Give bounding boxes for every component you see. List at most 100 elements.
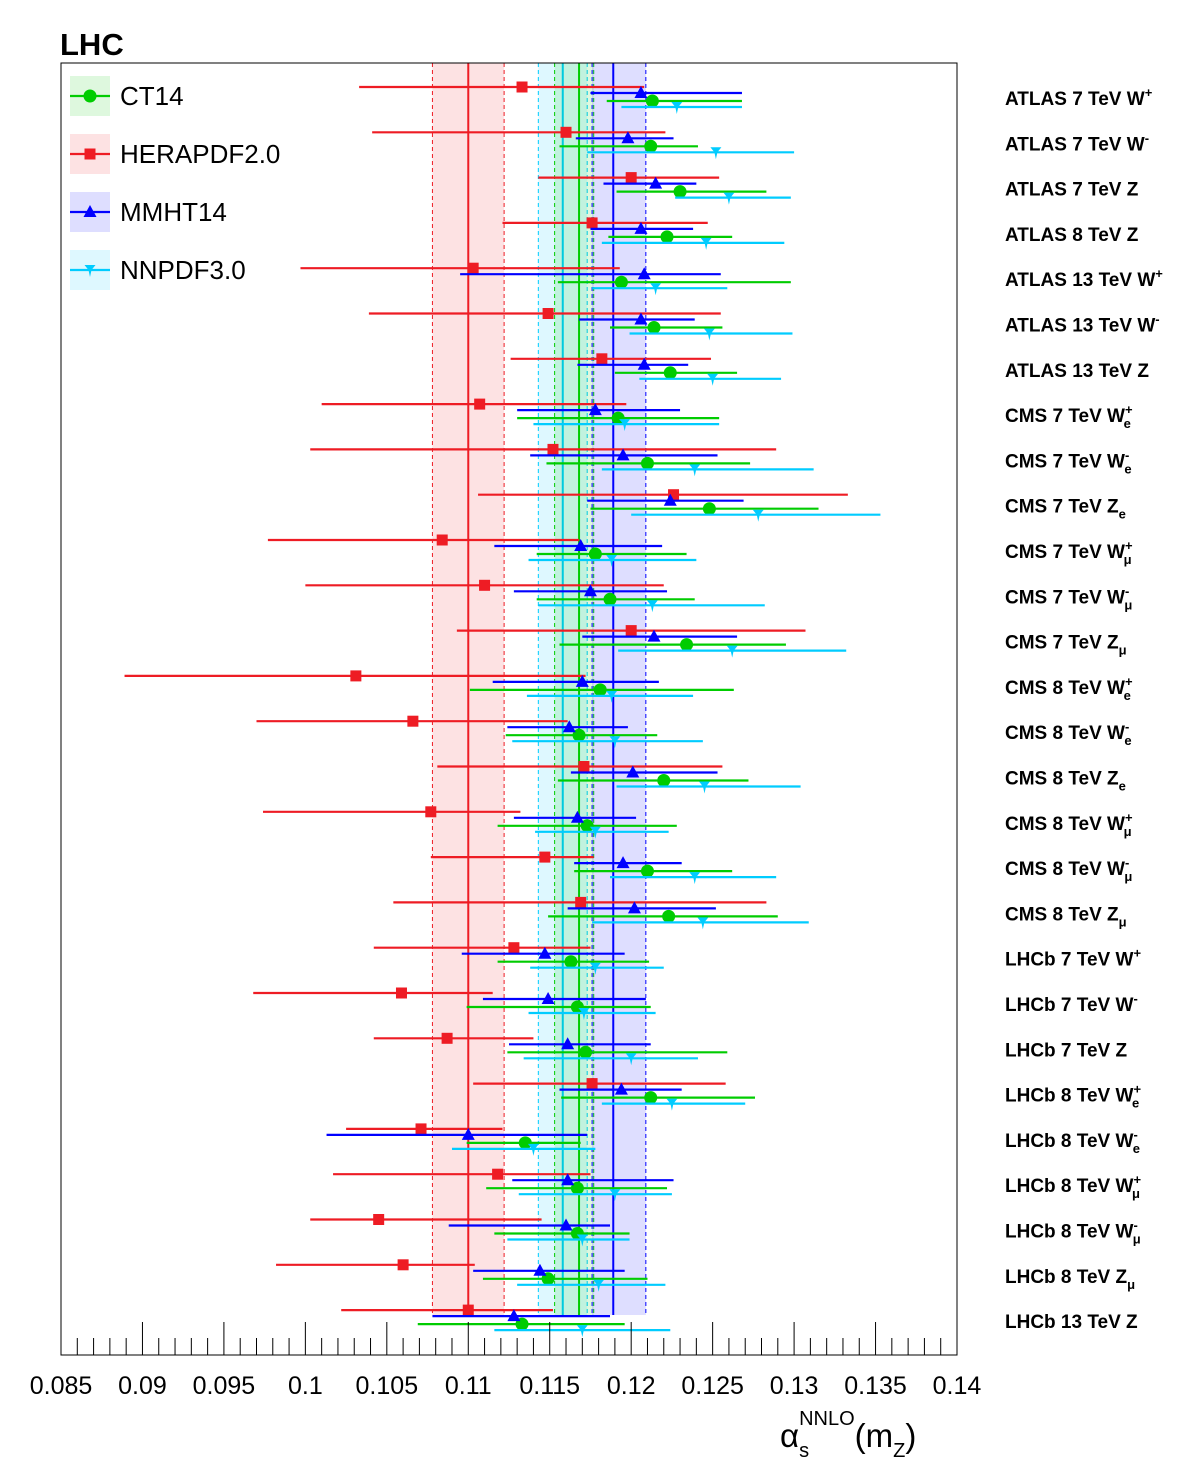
nnpdf3-0-point — [593, 1279, 605, 1292]
mmht14-point — [663, 493, 677, 506]
nnpdf3-0-point — [666, 1098, 678, 1111]
mmht14-point — [562, 720, 576, 733]
herapdf2-0-point — [350, 670, 362, 682]
herapdf2-0-point — [625, 172, 637, 184]
row-label: CMS 7 TeV Zμ — [1005, 633, 1127, 658]
ct14-point — [645, 94, 659, 108]
row-label: CMS 7 TeV Ze — [1005, 497, 1126, 522]
legend-label-mmht14: MMHT14 — [120, 197, 227, 227]
row-label: LHCb 7 TeV Z — [1005, 1040, 1127, 1061]
legend-label-ct14: CT14 — [120, 81, 184, 111]
herapdf2-0-point — [547, 443, 559, 455]
herapdf2-0-point — [560, 126, 572, 138]
herapdf2-0-point — [436, 534, 448, 546]
ct14-point — [663, 366, 677, 380]
mmht14-point — [574, 539, 588, 551]
nnpdf3-0-point — [576, 1325, 588, 1338]
nnpdf3-0-point — [710, 147, 722, 160]
x-tick-label: 0.085 — [30, 1372, 93, 1400]
ct14-point — [593, 683, 607, 697]
mmht14-point — [649, 176, 663, 189]
herapdf2-0-point — [415, 1123, 427, 1135]
x-tick-label: 0.095 — [193, 1372, 256, 1400]
ct14-point — [570, 1181, 584, 1195]
row-label: ATLAS 7 TeV Z — [1005, 180, 1139, 201]
mmht14-point — [616, 856, 630, 869]
row-label: LHCb 8 TeV W+ e — [1005, 1082, 1141, 1111]
x-axis-label: αsNNLO(mZ) — [780, 1408, 916, 1462]
row-label: ATLAS 13 TeV W- — [1005, 312, 1160, 337]
mmht14-point — [559, 1218, 573, 1231]
nnpdf3-0-point — [697, 917, 709, 930]
row-label: CMS 8 TeV Zμ — [1005, 904, 1127, 929]
mmht14-point — [637, 357, 651, 370]
x-axis-tick-labels: 0.085 0.09 0.095 0.1 0.105 0.11 0.115 0.12 0.125… — [30, 1372, 982, 1400]
nnpdf3-0-point — [606, 690, 618, 703]
ct14-point — [588, 547, 602, 561]
herapdf2-0-point — [539, 851, 551, 863]
ct14-point — [662, 909, 676, 923]
ct14-point — [702, 502, 716, 516]
ct14-point — [579, 1045, 593, 1059]
row-label: CMS 8 TeV Ze — [1005, 769, 1126, 794]
mmht14-point — [561, 1173, 575, 1186]
mmht14-point — [588, 403, 602, 416]
error-bars — [124, 81, 881, 1338]
herapdf2-0-point — [625, 625, 637, 637]
row-label: ATLAS 13 TeV Z — [1005, 361, 1149, 382]
mmht14-point — [538, 946, 552, 959]
x-tick-label: 0.14 — [933, 1372, 982, 1400]
row-label: CMS 8 TeV W-e — [1005, 719, 1132, 748]
mmht14-point — [570, 810, 584, 823]
x-tick-label: 0.12 — [607, 1372, 656, 1400]
nnpdf3-0-point — [625, 1053, 637, 1066]
legend-marker-ct14 — [83, 89, 97, 103]
mmht14-point — [583, 584, 597, 597]
row-label: LHCb 7 TeV W+ — [1005, 946, 1141, 971]
mmht14-point — [647, 629, 661, 642]
herapdf2-0-point — [668, 489, 680, 501]
chart-title: LHC — [60, 27, 124, 62]
mmht14-point — [561, 1037, 575, 1050]
herapdf2-0-point — [492, 1168, 504, 1180]
herapdf2-0-point — [586, 217, 598, 229]
herapdf2-0-point — [575, 896, 587, 908]
herapdf2-0-point — [516, 81, 528, 93]
mmht14-point — [616, 448, 630, 461]
legend-marker-herapdf2-0 — [84, 148, 96, 160]
nnpdf3-0-point — [689, 872, 701, 885]
nnpdf3-0-point — [671, 102, 683, 114]
legend-marker-mmht14 — [83, 205, 97, 217]
nnpdf3-0-point — [707, 373, 719, 386]
mmht14-point — [626, 765, 640, 778]
herapdf2-0-point — [462, 1304, 474, 1316]
ct14-point — [572, 728, 586, 742]
legend-label-herapdf2-0: HERAPDF2.0 — [120, 139, 280, 169]
x-axis-ticks — [60, 1322, 958, 1355]
row-label: ATLAS 13 TeV W+ — [1005, 266, 1163, 291]
legend-label-nnpdf3-0: NNPDF3.0 — [120, 255, 246, 285]
row-label: LHCb 8 TeV Zμ — [1005, 1267, 1135, 1292]
nnpdf3-0-point — [723, 192, 735, 205]
row-label: ATLAS 7 TeV W+ — [1005, 85, 1153, 110]
herapdf2-0-point — [467, 262, 479, 274]
mmht14-point — [575, 674, 589, 687]
herapdf2-0-point — [479, 579, 491, 591]
x-tick-label: 0.135 — [844, 1372, 907, 1400]
nnpdf3-0-point — [700, 237, 712, 250]
herapdf2-0-point — [586, 1078, 598, 1090]
ct14-point — [644, 139, 658, 153]
herapdf2-0-point — [578, 761, 590, 772]
nnpdf3-0-point — [578, 1008, 590, 1020]
herapdf2-0-point — [373, 1214, 385, 1225]
legend-marker-nnpdf3-0 — [84, 265, 96, 277]
mmht14-point — [541, 992, 555, 1004]
nnpdf3-0-point — [527, 1143, 539, 1156]
ct14-point — [680, 638, 694, 652]
mmht14-point — [634, 221, 648, 234]
row-label: LHCb 13 TeV Z — [1005, 1312, 1138, 1333]
x-tick-label: 0.13 — [770, 1372, 819, 1400]
plot-frame — [60, 62, 958, 1356]
nnpdf3-0-point — [689, 464, 701, 477]
